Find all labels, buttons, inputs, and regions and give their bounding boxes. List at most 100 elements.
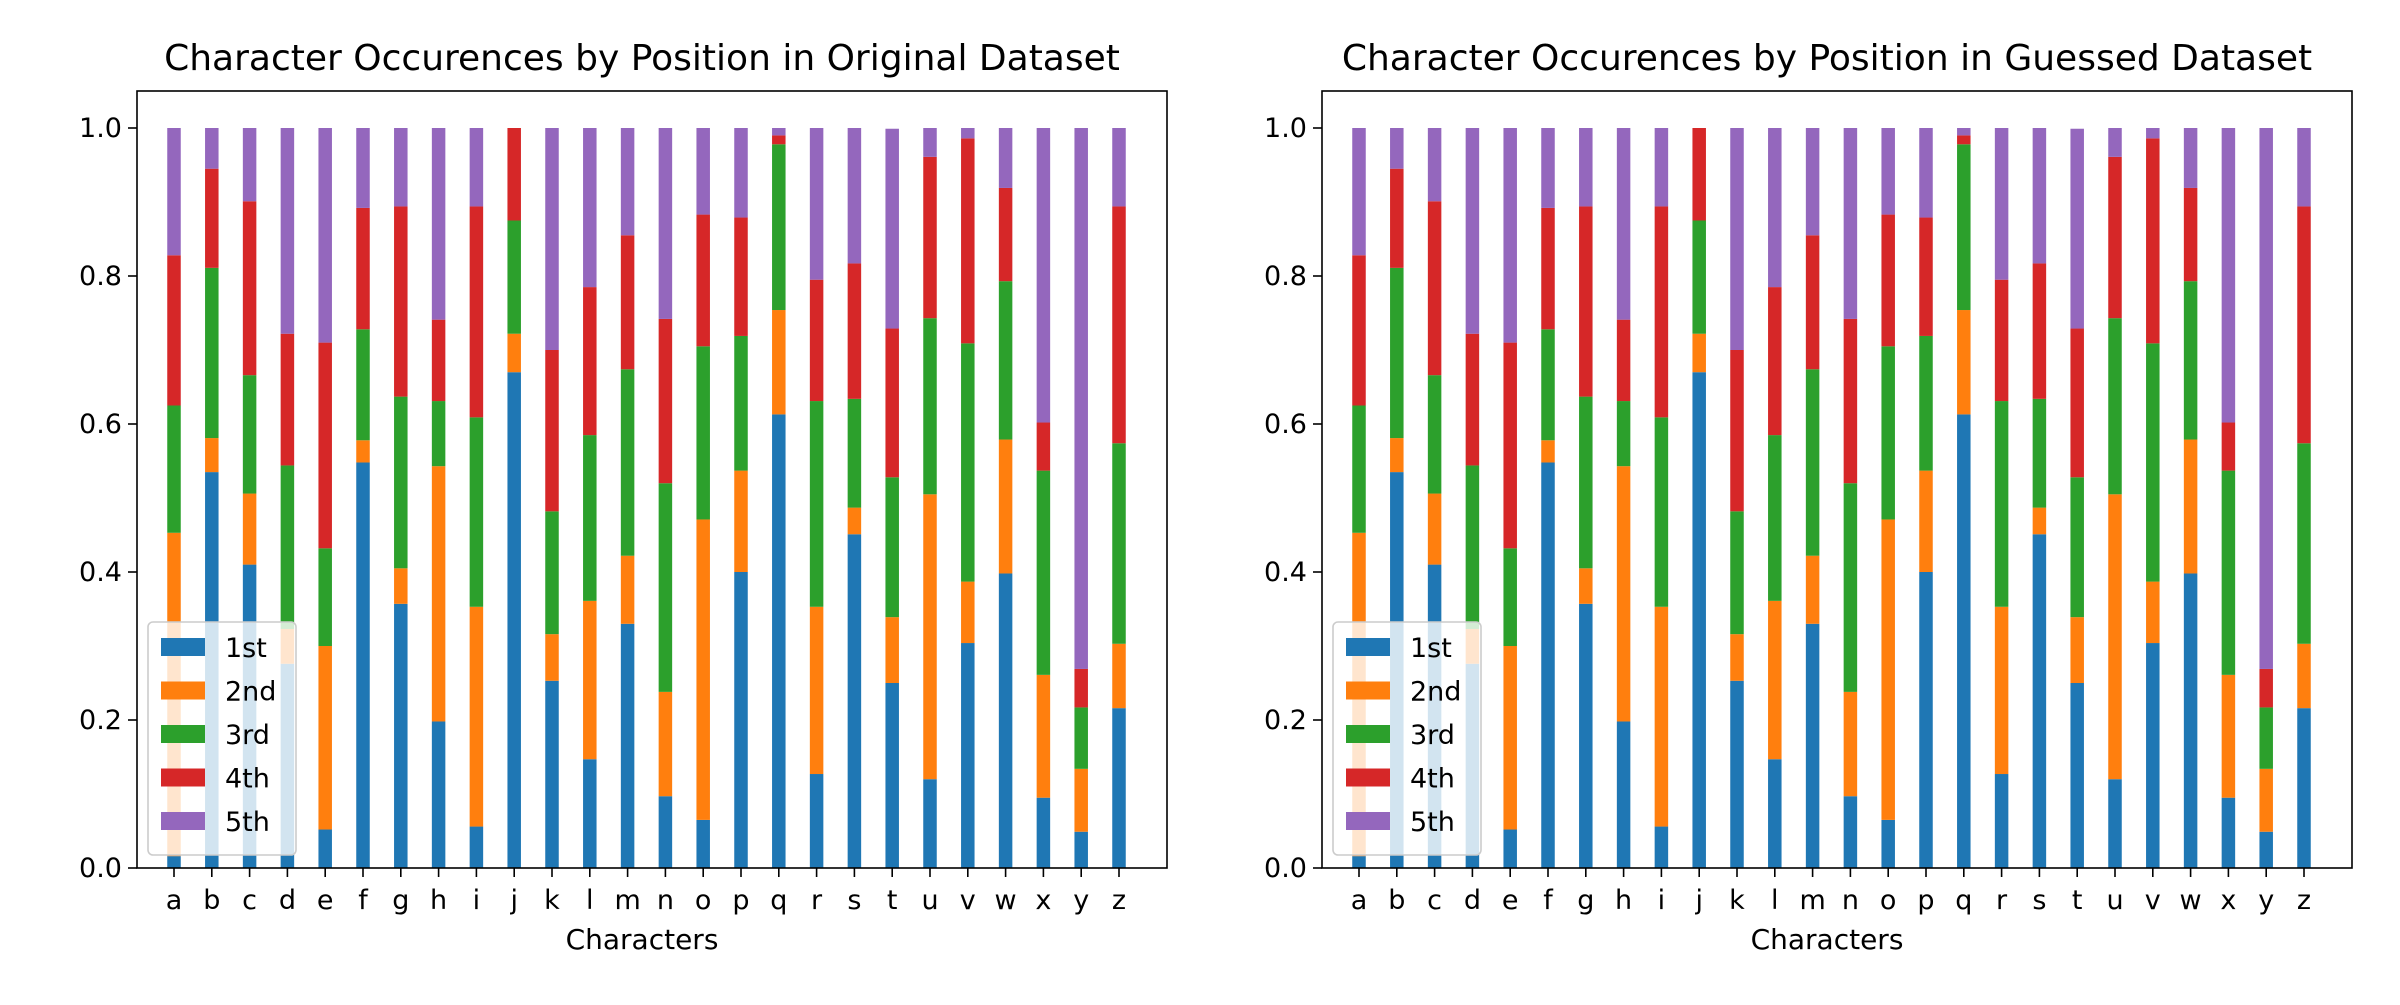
bar-segment-x-2nd [1036,674,1051,798]
x-tick-label-q: q [1955,885,1972,916]
x-axis-label: Characters [1751,923,1904,956]
x-tick-label-v: v [960,885,976,916]
bar-segment-m-5th [620,128,635,236]
bar-segment-a-4th [1352,255,1366,406]
bar-segment-s-3rd [2032,398,2047,508]
bar-segment-r-5th [1994,128,2009,280]
bar-segment-f-3rd [1541,329,1555,441]
bar-segment-f-5th [1541,128,1555,208]
bar-segment-p-1st [734,572,748,868]
bar-segment-w-3rd [998,281,1013,440]
bar-segment-d-3rd [1465,465,1480,629]
bar-segment-s-1st [847,534,862,868]
bar-segment-b-3rd [205,267,219,439]
bar-segment-t-5th [2070,128,2084,329]
bar-segment-j-2nd [507,333,521,373]
bar-segment-h-4th [431,319,446,402]
bar-segment-r-4th [1994,279,2009,402]
bar-segment-m-2nd [620,555,635,624]
x-tick-label-k: k [1729,885,1745,916]
bar-segment-x-1st [1036,797,1051,868]
bar-segment-h-5th [431,128,446,320]
bar-segment-u-2nd [923,494,937,780]
bar-segment-l-2nd [1768,600,1782,760]
legend-label-1st: 1st [1410,633,1452,664]
bar-segment-u-3rd [923,318,937,495]
bar-segment-m-4th [1805,235,1820,370]
bar-segment-w-1st [998,573,1013,868]
bar-segment-g-5th [1579,128,1593,207]
bar-segment-z-4th [1112,206,1126,444]
x-tick-label-i: i [1658,885,1666,916]
bar-segment-n-3rd [1843,483,1858,692]
bar-segment-v-5th [961,128,975,139]
bar-segment-h-5th [1616,128,1631,320]
x-tick-label-a: a [1351,885,1368,916]
y-tick-label: 0.0 [1264,853,1307,884]
x-tick-label-u: u [921,885,938,916]
bar-segment-r-1st [809,774,824,868]
bar-segment-h-1st [431,721,446,868]
bar-segment-p-5th [1919,128,1933,218]
bar-segment-i-1st [469,826,484,868]
x-tick-label-d: d [1464,885,1481,916]
bar-segment-g-3rd [394,396,408,569]
bar-segment-e-5th [318,128,332,343]
bar-segment-s-1st [2032,534,2047,868]
y-tick-label: 0.2 [1264,705,1307,736]
legend-swatch-1st [1346,638,1390,656]
bar-segment-l-4th [1768,287,1782,436]
bar-segment-f-2nd [356,440,370,463]
legend-label-5th: 5th [225,807,270,838]
bar-segment-v-1st [961,643,975,868]
y-tick-label: 1.0 [1264,113,1307,144]
bar-segment-w-5th [2183,128,2198,188]
legend-label-2nd: 2nd [225,677,276,708]
bar-segment-g-1st [1579,603,1593,868]
bar-segment-a-1st [167,856,181,868]
bar-segment-o-1st [1881,819,1895,868]
bar-segment-o-2nd [696,519,710,820]
bar-segment-e-4th [1503,342,1517,549]
bar-segment-v-3rd [961,343,975,582]
bar-segment-a-3rd [1352,405,1366,533]
bar-segment-z-3rd [2297,443,2311,644]
bar-segment-w-4th [998,187,1013,282]
bar-segment-o-1st [696,819,710,868]
bar-segment-i-4th [469,206,484,418]
bar-segment-m-5th [1805,128,1820,236]
bar-segment-i-1st [1654,826,1669,868]
bar-segment-x-5th [1036,128,1051,423]
bar-segment-k-1st [545,680,559,868]
x-tick-label-z: z [2297,885,2311,916]
chart-title: Character Occurences by Position in Gues… [1342,38,2312,79]
bar-segment-q-5th [772,128,786,136]
bar-segment-u-4th [923,156,937,319]
bar-segment-y-1st [1074,831,1088,868]
bar-segment-d-5th [280,128,295,334]
x-tick-label-q: q [770,885,787,916]
y-tick-label: 0.4 [1264,557,1307,588]
bar-segment-n-1st [1843,796,1858,868]
bar-segment-c-4th [1427,201,1442,376]
y-axis-ticks: 0.0 0.2 0.4 0.6 0.8 1.0 [79,113,137,884]
bar-segment-u-5th [2108,128,2122,157]
bar-segment-z-5th [2297,128,2311,207]
bar-segment-n-5th [1843,128,1858,319]
bar-segment-e-3rd [1503,548,1517,646]
bar-segment-q-3rd [1957,144,1971,311]
x-axis-label: Characters [566,923,719,956]
x-tick-label-g: g [1577,885,1594,916]
bar-segment-a-1st [1352,856,1366,868]
y-tick-label: 1.0 [79,113,122,144]
bar-segment-s-4th [2032,263,2047,399]
bar-segment-r-4th [809,279,824,402]
x-tick-label-r: r [811,885,823,916]
bar-segment-t-5th [885,128,899,329]
bar-segment-z-1st [1112,708,1126,868]
bar-segment-s-2nd [2032,507,2047,535]
bar-segment-r-3rd [1994,401,2009,607]
x-tick-label-c: c [1427,885,1442,916]
